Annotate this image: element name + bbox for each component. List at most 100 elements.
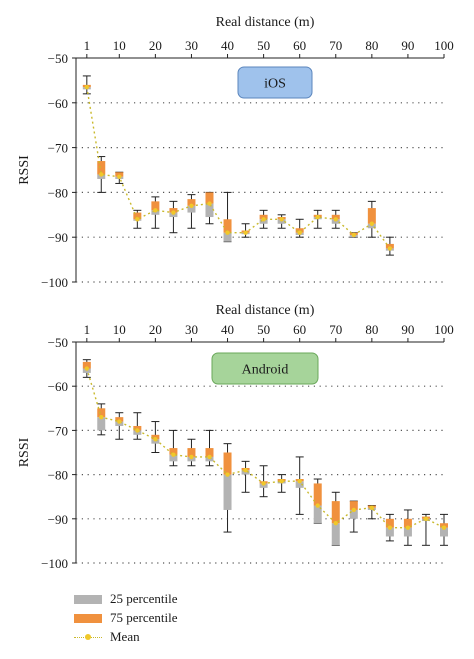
x-tick-label: 100 bbox=[434, 38, 454, 53]
x-tick-label: 80 bbox=[365, 38, 378, 53]
mean-marker bbox=[171, 452, 176, 457]
mean-marker bbox=[99, 414, 104, 420]
y-tick-label: −70 bbox=[48, 423, 68, 438]
mean-marker bbox=[207, 201, 212, 206]
mean-marker bbox=[387, 525, 393, 530]
box-75-percentile bbox=[115, 417, 124, 422]
y-axis-title: RSSI bbox=[17, 155, 32, 185]
x-tick-label: 60 bbox=[293, 322, 306, 337]
box-75-percentile bbox=[385, 243, 394, 249]
x-tick-label: 40 bbox=[221, 322, 234, 337]
y-tick-label: −60 bbox=[48, 96, 68, 111]
mean-marker bbox=[333, 521, 338, 526]
x-tick-label: 50 bbox=[257, 322, 270, 337]
box-25-percentile bbox=[295, 481, 304, 488]
x-tick-label: 90 bbox=[401, 38, 414, 53]
x-tick-label: 20 bbox=[149, 322, 162, 337]
x-tick-label: 60 bbox=[293, 38, 306, 53]
mean-marker bbox=[297, 479, 302, 484]
box-75-percentile bbox=[223, 452, 232, 475]
mean-marker bbox=[261, 481, 266, 486]
box-25-percentile bbox=[277, 219, 286, 224]
x-axis-title: Real distance (m) bbox=[216, 303, 315, 318]
box-25-percentile bbox=[97, 174, 106, 179]
mean-marker bbox=[261, 217, 266, 222]
box-25-percentile bbox=[151, 210, 160, 215]
box-25-percentile bbox=[259, 483, 268, 488]
box-75-percentile bbox=[259, 214, 268, 220]
mean-marker bbox=[117, 174, 122, 179]
mean-marker bbox=[351, 232, 357, 238]
mean-marker bbox=[315, 503, 320, 508]
legend-label-25-percentile: 25 percentile bbox=[110, 591, 178, 606]
mean-marker bbox=[153, 208, 158, 213]
platform-badge-label: iOS bbox=[264, 77, 286, 92]
box-75-percentile bbox=[169, 208, 178, 213]
legend-swatch-75-percentile bbox=[74, 613, 102, 623]
legend-item-mean: Mean bbox=[74, 628, 178, 646]
legend: 25 percentile 75 percentile Mean bbox=[74, 590, 178, 647]
box-75-percentile bbox=[151, 201, 160, 211]
mean-marker bbox=[315, 214, 320, 220]
box-25-percentile bbox=[187, 456, 196, 462]
box-75-percentile bbox=[133, 425, 142, 431]
y-tick-label: −100 bbox=[41, 556, 68, 571]
mean-marker bbox=[99, 172, 104, 177]
y-axis-title: RSSI bbox=[17, 437, 32, 467]
chart-panel-android: Real distance (m) 1 10 20 30 40 50 60 70 80 90 100 −… bbox=[17, 303, 454, 571]
mean-marker bbox=[279, 217, 284, 222]
box-25-percentile bbox=[82, 368, 91, 373]
x-tick-label: 1 bbox=[84, 38, 91, 53]
x-tick-label: 70 bbox=[329, 38, 342, 53]
box-75-percentile bbox=[97, 408, 106, 418]
box-75-percentile bbox=[295, 228, 304, 233]
box-25-percentile bbox=[385, 527, 394, 537]
box-25-percentile bbox=[259, 219, 268, 224]
y-tick-label: −100 bbox=[41, 275, 68, 290]
box-75-percentile bbox=[187, 199, 196, 206]
box-25-percentile bbox=[223, 474, 232, 510]
y-tick-label: −70 bbox=[48, 141, 68, 156]
x-tick-label: 50 bbox=[257, 38, 270, 53]
box-75-percentile bbox=[385, 518, 394, 528]
mean-marker bbox=[279, 479, 284, 484]
box-25-percentile bbox=[241, 470, 250, 475]
chart-panel-ios: Real distance (m) 1 10 20 30 40 50 60 70 80 90 100 −… bbox=[17, 15, 454, 290]
box-75-percentile bbox=[440, 523, 448, 528]
box-75-percentile bbox=[331, 214, 340, 220]
box-25-percentile bbox=[403, 527, 412, 537]
mean-marker bbox=[207, 454, 212, 460]
y-tick-label: −80 bbox=[48, 468, 68, 483]
mean-marker bbox=[369, 221, 375, 226]
box-25-percentile bbox=[133, 430, 142, 435]
x-tick-label: 30 bbox=[185, 322, 198, 337]
box-75-percentile bbox=[133, 212, 142, 220]
mean-marker bbox=[387, 246, 393, 251]
box-25-percentile bbox=[349, 509, 358, 519]
y-tick-label: −80 bbox=[48, 185, 68, 200]
x-tick-label: 90 bbox=[401, 322, 414, 337]
platform-badge bbox=[237, 66, 313, 99]
x-tick-label: 20 bbox=[149, 38, 162, 53]
legend-label-75-percentile: 75 percentile bbox=[110, 610, 178, 625]
legend-item-25-percentile: 25 percentile bbox=[74, 590, 178, 608]
mean-marker bbox=[84, 84, 90, 90]
box-75-percentile bbox=[349, 501, 358, 510]
box-25-percentile bbox=[169, 454, 178, 462]
y-tick-label: −90 bbox=[48, 230, 68, 245]
platform-badge-label: Android bbox=[242, 363, 289, 378]
x-tick-label: 80 bbox=[365, 322, 378, 337]
mean-marker bbox=[135, 428, 140, 433]
box-75-percentile bbox=[205, 448, 214, 457]
mean-marker bbox=[225, 230, 230, 235]
y-tick-label: −50 bbox=[48, 51, 68, 66]
box-25-percentile bbox=[115, 421, 124, 426]
y-tick-label: −90 bbox=[48, 512, 68, 527]
mean-marker bbox=[153, 437, 158, 442]
mean-line bbox=[86, 87, 391, 249]
mean-marker bbox=[243, 230, 248, 235]
mean-marker bbox=[135, 217, 140, 222]
legend-item-75-percentile: 75 percentile bbox=[74, 609, 178, 627]
mean-marker bbox=[171, 210, 176, 215]
